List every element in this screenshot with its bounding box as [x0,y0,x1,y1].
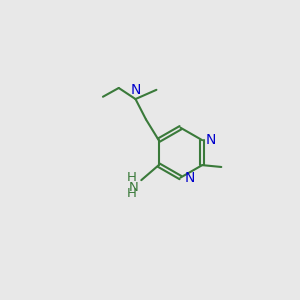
Text: H: H [127,187,137,200]
Text: H: H [127,171,137,184]
Text: N: N [129,181,139,194]
Text: N: N [130,83,141,97]
Text: N: N [206,133,216,147]
Text: N: N [184,171,195,184]
